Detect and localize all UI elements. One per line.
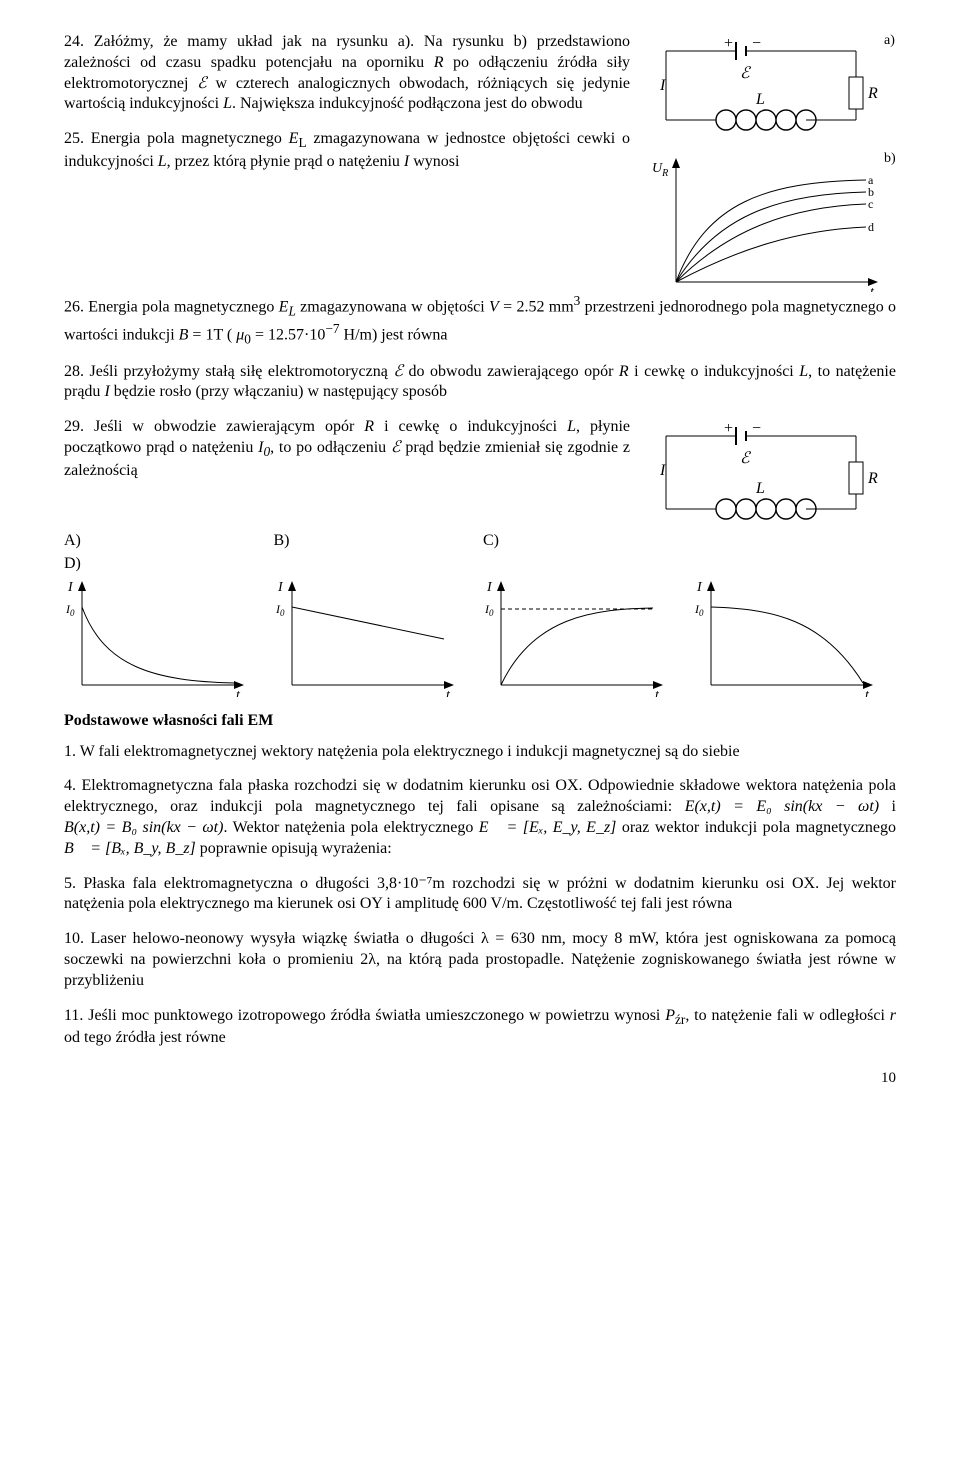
q29-text: 29. Jeśli w obwodzie zawierającym opór R… — [64, 417, 630, 481]
svg-text:−: − — [752, 420, 761, 437]
em-q5: 5. Płaska fala elektromagnetyczna o dług… — [64, 874, 896, 916]
svg-text:R: R — [867, 85, 878, 102]
svg-text:t: t — [446, 688, 451, 697]
em-q4: 4. Elektromagnetyczna fala płaska rozcho… — [64, 776, 896, 859]
svg-text:I0: I0 — [484, 602, 494, 618]
svg-text:I: I — [277, 580, 284, 595]
svg-text:ℰ: ℰ — [740, 65, 752, 82]
svg-text:I0: I0 — [65, 602, 75, 618]
q24-text: 24. Załóżmy, że mamy układ jak na rysunk… — [64, 32, 630, 115]
em-q11: 11. Jeśli moc punktowego izotropowego źr… — [64, 1006, 896, 1049]
em-q1: 1. W fali elektromagnetycznej wektory na… — [64, 742, 896, 763]
circuit-29-svg: + − R L ℰ I — [646, 417, 896, 527]
option-d-graph: I I0 t — [693, 577, 883, 697]
svg-text:L: L — [755, 91, 765, 108]
svg-text:t: t — [236, 688, 241, 697]
svg-text:+: + — [724, 420, 733, 437]
option-a: A) D) I I0 t — [64, 531, 268, 697]
svg-text:t: t — [655, 688, 660, 697]
em-q10: 10. Laser helowo-neonowy wysyła wiązkę ś… — [64, 929, 896, 991]
figure-29: + − R L ℰ I — [646, 417, 896, 527]
svg-text:+: + — [724, 35, 733, 52]
svg-text:t: t — [865, 688, 870, 697]
svg-text:ℰ: ℰ — [740, 450, 752, 467]
svg-text:d: d — [868, 220, 874, 234]
svg-text:−: − — [752, 35, 761, 52]
option-b-graph: I I0 t — [274, 577, 464, 697]
option-d: I I0 t — [693, 531, 897, 697]
svg-text:UR: UR — [652, 161, 668, 179]
label-a: a) — [884, 33, 895, 48]
option-c: C) I I0 t — [483, 531, 687, 697]
svg-text:I: I — [696, 580, 703, 595]
option-b: B) I I0 t — [274, 531, 478, 697]
q24-q25-row: 24. Załóżmy, że mamy układ jak na rysunk… — [64, 32, 896, 292]
figure-24: a) + − R L ℰ I b) — [646, 32, 896, 292]
em-heading: Podstawowe własności fali EM — [64, 711, 896, 732]
page-number: 10 — [64, 1069, 896, 1089]
options-row: A) D) I I0 t B) I I0 t C) — [64, 531, 896, 697]
svg-text:I: I — [67, 580, 74, 595]
svg-text:R: R — [867, 470, 878, 487]
option-c-graph: I I0 t — [483, 577, 673, 697]
svg-text:I0: I0 — [694, 602, 704, 618]
option-a-graph: I I0 t — [64, 577, 254, 697]
svg-text:t: t — [870, 285, 875, 292]
svg-text:L: L — [755, 480, 765, 497]
svg-text:c: c — [868, 197, 873, 211]
q29-row: 29. Jeśli w obwodzie zawierającym opór R… — [64, 417, 896, 527]
q26-text: 26. Energia pola magnetycznego EL zmagaz… — [64, 292, 896, 348]
svg-text:I0: I0 — [275, 602, 285, 618]
circuit-and-graph-svg: a) + − R L ℰ I b) — [646, 32, 896, 292]
q28-text: 28. Jeśli przyłożymy stałą siłę elektrom… — [64, 362, 896, 404]
svg-text:I: I — [486, 580, 493, 595]
svg-text:I: I — [659, 77, 666, 94]
q25-text: 25. Energia pola magnetycznego EL zmagaz… — [64, 129, 630, 172]
label-b: b) — [884, 151, 896, 166]
svg-text:I: I — [659, 462, 666, 479]
